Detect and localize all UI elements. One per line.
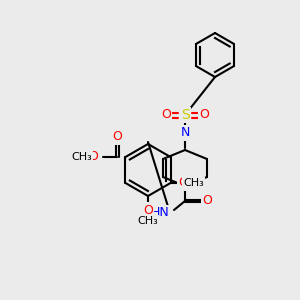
Text: O: O xyxy=(199,109,209,122)
Text: O: O xyxy=(88,151,98,164)
Text: S: S xyxy=(181,108,189,122)
Text: CH₃: CH₃ xyxy=(71,152,92,162)
Text: CH₃: CH₃ xyxy=(138,216,158,226)
Text: O: O xyxy=(202,194,212,208)
Text: O: O xyxy=(112,130,122,143)
Text: O: O xyxy=(161,109,171,122)
Text: O: O xyxy=(178,176,188,190)
Text: HN: HN xyxy=(151,206,170,220)
Text: CH₃: CH₃ xyxy=(183,178,204,188)
Text: N: N xyxy=(180,127,190,140)
Text: O: O xyxy=(143,203,153,217)
